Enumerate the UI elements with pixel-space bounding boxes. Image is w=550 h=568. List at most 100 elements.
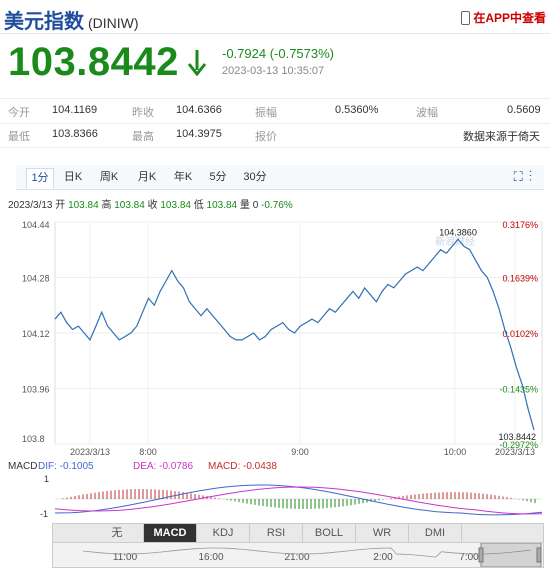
- stat-label: 最低: [8, 131, 30, 143]
- indicator-wr[interactable]: WR: [356, 524, 409, 542]
- open-in-app-label: 在APP中查看: [473, 11, 546, 25]
- indicator-kdj[interactable]: KDJ: [197, 524, 250, 542]
- right-tick-label: 0.0102%: [502, 329, 538, 339]
- current-price: 103.8442: [8, 40, 179, 84]
- stat-label: 昨收: [132, 107, 154, 119]
- right-tick-label: -0.2972%: [499, 440, 538, 450]
- dea-value: -0.0786: [159, 461, 194, 472]
- period-tabs: 1分 日K 周K 月K 年K 5分 30分 ⛶⋮: [16, 165, 544, 190]
- price-line: [54, 238, 535, 431]
- macd-value: -0.0438: [243, 461, 277, 472]
- indicator-tabs: 无 MACD KDJ RSI BOLL WR DMI: [52, 523, 544, 543]
- data-source: 数据来源于倚天: [463, 131, 540, 143]
- right-tick-label: -0.1435%: [499, 385, 538, 395]
- macd-tick-label: 1: [44, 474, 49, 484]
- stats-row-2: 最低 103.8366 最高 104.3975 报价 数据来源于倚天: [0, 123, 550, 148]
- fullscreen-icon[interactable]: ⛶⋮: [513, 169, 538, 184]
- x-tick-label: 8:00: [139, 447, 157, 457]
- nav-time-label: 7:00: [459, 552, 479, 563]
- stat-label: 振幅: [255, 107, 277, 119]
- info-low-label: 低: [193, 200, 204, 211]
- indicator-none[interactable]: 无: [91, 524, 144, 542]
- nav-time-label: 21:00: [284, 552, 309, 563]
- dea-label: DEA:: [133, 461, 157, 472]
- nav-selection-window: [480, 543, 542, 567]
- page-title: 美元指数 (DINIW): [4, 5, 139, 34]
- info-low: 103.84: [206, 200, 238, 211]
- ohlc-info-bar: 2023/3/13 开 103.84 高 103.84 收 103.84 低 1…: [8, 196, 293, 211]
- stat-value: 0.5609: [507, 104, 541, 116]
- watermark: 新浪财经: [435, 235, 475, 248]
- x-tick-label: 9:00: [291, 447, 309, 457]
- nav-time-label: 16:00: [198, 552, 223, 563]
- stat-label: 波幅: [416, 107, 438, 119]
- macd-dif: DIF: -0.1005: [38, 461, 94, 472]
- open-in-app-link[interactable]: 在APP中查看: [461, 9, 546, 26]
- tab-daily[interactable]: 日K: [63, 171, 83, 183]
- header-divider: [0, 33, 550, 34]
- nav-time-label: 2:00: [373, 552, 393, 563]
- nav-handle-right: [536, 547, 542, 563]
- down-arrow-icon: [187, 50, 207, 77]
- y-tick-label: 103.8: [22, 434, 45, 444]
- info-date: 2023/3/13: [8, 200, 53, 211]
- macd-chart[interactable]: 1 -1: [0, 472, 550, 522]
- nav-line: [82, 547, 532, 558]
- macd-label: MACD:: [208, 461, 241, 472]
- macd-title: MACD: [8, 461, 38, 472]
- indicator-boll[interactable]: BOLL: [303, 524, 356, 542]
- title-text: 美元指数: [4, 11, 84, 33]
- indicator-rsi[interactable]: RSI: [250, 524, 303, 542]
- info-open-label: 开: [55, 200, 66, 211]
- y-tick-label: 103.96: [22, 385, 50, 395]
- nav-time-label: 11:00: [113, 552, 138, 563]
- dif-label: DIF:: [38, 461, 57, 472]
- info-change: -0.76%: [261, 200, 293, 211]
- last-price-label: 103.8442: [498, 432, 536, 442]
- tab-yearly[interactable]: 年K: [173, 171, 193, 183]
- info-volume: 0: [252, 200, 259, 211]
- tab-weekly[interactable]: 周K: [99, 171, 119, 183]
- quote-time: 2023-03-13 10:35:07: [222, 65, 325, 77]
- macd-dea: DEA: -0.0786: [133, 461, 193, 472]
- stat-label: 报价: [255, 131, 277, 143]
- indicator-dmi[interactable]: DMI: [409, 524, 462, 542]
- stat-label: 今开: [8, 107, 30, 119]
- stat-value: 104.3975: [176, 128, 222, 140]
- nav-handle-left: [478, 547, 484, 563]
- price-chart[interactable]: 104.44 0.3176% 104.28 0.1639% 104.12 0.0102% 1…: [0, 212, 550, 464]
- y-tick-label: 104.12: [22, 329, 50, 339]
- stat-label: 最高: [132, 131, 154, 143]
- range-navigator[interactable]: 11:00 16:00 21:00 2:00 7:00: [52, 542, 544, 568]
- stats-row-1: 今开 104.1169 昨收 104.6366 振幅 0.5360% 波幅 0.…: [0, 98, 550, 124]
- info-open: 103.84: [68, 200, 99, 211]
- tab-monthly[interactable]: 月K: [137, 171, 157, 183]
- phone-icon: [461, 10, 471, 25]
- macd-tick-label: -1: [40, 509, 48, 519]
- info-volume-label: 量: [239, 200, 250, 211]
- symbol-code: (DINIW): [88, 15, 139, 31]
- info-close-label: 收: [147, 200, 158, 211]
- tab-5min[interactable]: 5分: [209, 171, 227, 183]
- dea-line: [54, 486, 543, 515]
- x-tick-label: 10:00: [444, 447, 467, 457]
- x-tick-label: 2023/3/13: [70, 447, 110, 457]
- price-change: -0.7924 (-0.7573%): [222, 46, 335, 61]
- stat-value: 104.6366: [176, 104, 222, 116]
- indicator-macd[interactable]: MACD: [144, 524, 197, 542]
- stat-value: 103.8366: [52, 128, 98, 140]
- macd-value-legend: MACD: -0.0438: [208, 461, 277, 472]
- stat-value: 0.5360%: [335, 104, 379, 116]
- y-tick-label: 104.28: [22, 274, 50, 284]
- x-tick-label: 2023/3/13: [495, 447, 535, 457]
- right-tick-label: 0.1639%: [502, 274, 538, 284]
- tab-30min[interactable]: 30分: [243, 171, 267, 183]
- info-high-label: 高: [101, 200, 112, 211]
- high-label: 104.3860: [439, 227, 477, 237]
- info-close: 103.84: [160, 200, 191, 211]
- dif-value: -0.1005: [59, 461, 94, 472]
- tab-1min[interactable]: 1分: [26, 168, 54, 189]
- y-tick-label: 104.44: [22, 220, 50, 230]
- stat-value: 104.1169: [52, 104, 98, 116]
- right-tick-label: 0.3176%: [502, 220, 538, 230]
